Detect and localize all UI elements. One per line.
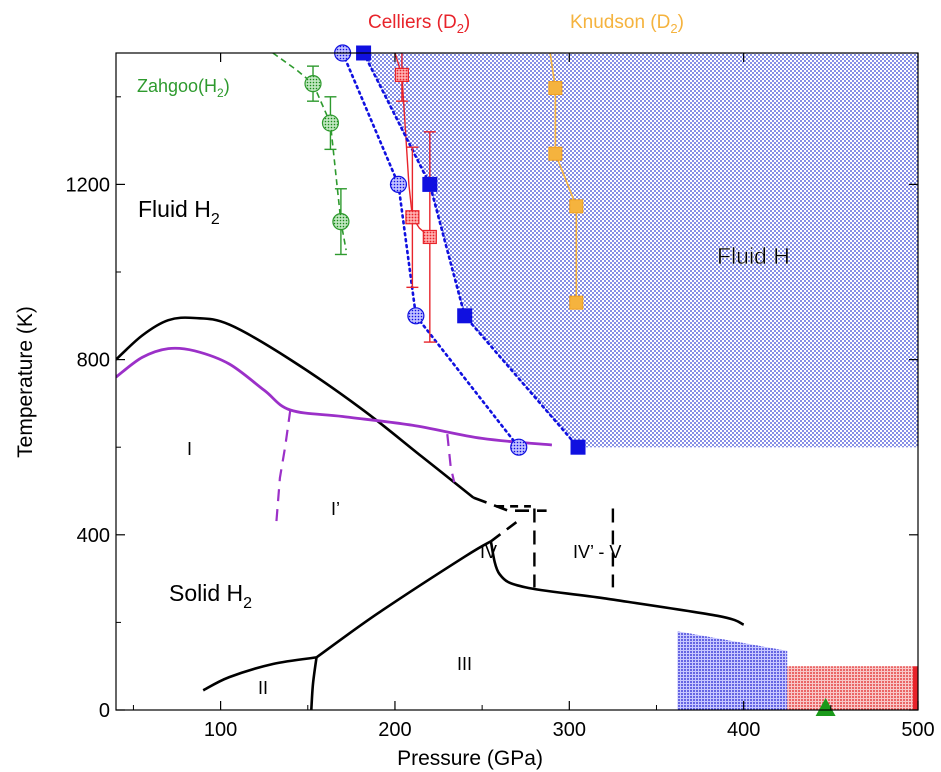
zahgoo-point-2 (321, 114, 340, 132)
blue-square-point-3 (457, 308, 473, 324)
celliers-point-2 (405, 210, 420, 225)
label-fluid-h: Fluid H (717, 243, 790, 269)
blue-circle-point-2 (389, 175, 408, 193)
region-layer (346, 53, 918, 710)
legend-zahgoo-label: Zahgoo(H2) (137, 76, 230, 100)
blue-square-point-4 (570, 439, 586, 455)
knudson-point-2 (548, 146, 563, 161)
label-fluid-h2: Fluid H2 (138, 196, 220, 228)
zahgoo-line (272, 53, 347, 251)
y-tick-label-400: 400 (77, 525, 110, 547)
label-solid-h2: Solid H2 (169, 580, 252, 612)
y-tick-label-800: 800 (77, 350, 110, 372)
black-III-IV-line (315, 540, 492, 659)
blue-square-point-2 (422, 176, 438, 192)
celliers-point-3 (422, 229, 437, 245)
black-II-III-line (202, 656, 317, 692)
fluid-h-region (346, 53, 918, 448)
legend-celliers: Celliers (D2) (368, 12, 470, 36)
red-strip-region (912, 666, 918, 710)
y-tick-label-0: 0 (99, 700, 110, 722)
x-tick-label-300: 300 (553, 719, 586, 741)
y-axis-label: Temperature (K) (14, 306, 37, 458)
label-phase-I-prime: I’ (331, 499, 340, 519)
blue-band-region (677, 631, 788, 710)
label-phase-IV: IV (480, 542, 497, 562)
zahgoo-point-3 (332, 213, 350, 231)
black-II-III-vertical-line (310, 657, 318, 710)
knudson-point-1 (548, 81, 563, 96)
blue-circle-point-4 (510, 438, 528, 456)
marker-layer (304, 44, 836, 716)
label-phase-IV-prime-V: IV’ - V (573, 542, 621, 562)
x-tick-label-400: 400 (727, 719, 760, 741)
y-tick-label-1200: 1200 (66, 174, 111, 196)
zahgoo-point-1 (304, 75, 322, 93)
green-triangle-marker (815, 698, 836, 716)
celliers-point-1 (394, 67, 410, 83)
blue-square-dotted-line (362, 53, 580, 449)
x-axis-label: Pressure (GPa) (397, 747, 543, 770)
purple-dashed-line-1 (275, 409, 292, 522)
legend-knudson: Knudson (D2) (570, 12, 684, 36)
knudson-point-4 (569, 295, 584, 310)
x-tick-label-100: 100 (204, 719, 237, 741)
label-phase-III: III (457, 654, 472, 674)
x-tick-label-500: 500 (901, 719, 934, 741)
legend-celliers-label: Celliers (D2) (368, 12, 470, 36)
plot-frame (115, 52, 919, 711)
black-melting-line (116, 316, 475, 499)
label-phase-II: II (258, 678, 268, 698)
red-band-region (787, 666, 913, 710)
x-tick-label-200: 200 (378, 719, 411, 741)
legend-zahgoo: Zahgoo(H2) (137, 76, 230, 100)
purple-dashed-line-2 (446, 433, 456, 483)
label-phase-I: I (187, 439, 192, 459)
black-dashed-melting-line (472, 496, 547, 513)
legend-knudson-label: Knudson (D2) (570, 12, 684, 36)
knudson-point-3 (569, 199, 584, 214)
blue-circle-dotted-line (341, 53, 521, 449)
blue-circle-point-3 (407, 307, 425, 325)
axes-layer: 100 200 300 400 500 0 400 800 1200 (66, 53, 935, 741)
line-layer (116, 53, 745, 710)
purple-melting-line (116, 346, 553, 447)
black-III-boundary-line (489, 541, 745, 626)
black-IV-dashed-line (490, 520, 518, 543)
